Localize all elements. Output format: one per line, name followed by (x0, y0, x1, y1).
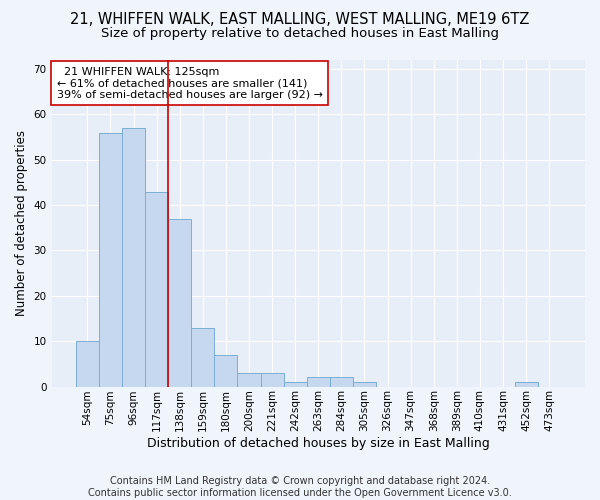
Text: Size of property relative to detached houses in East Malling: Size of property relative to detached ho… (101, 28, 499, 40)
Bar (214, 355, 238, 386)
Text: 21 WHIFFEN WALK: 125sqm  
← 61% of detached houses are smaller (141)
39% of semi: 21 WHIFFEN WALK: 125sqm ← 61% of detache… (57, 66, 323, 100)
Text: Contains HM Land Registry data © Crown copyright and database right 2024.
Contai: Contains HM Land Registry data © Crown c… (88, 476, 512, 498)
Bar (330, 378, 353, 386)
Bar (238, 373, 260, 386)
Text: 21, WHIFFEN WALK, EAST MALLING, WEST MALLING, ME19 6TZ: 21, WHIFFEN WALK, EAST MALLING, WEST MAL… (70, 12, 530, 28)
Bar (284, 382, 307, 386)
Bar (145, 192, 168, 386)
Bar (122, 128, 145, 386)
Bar (76, 341, 99, 386)
Bar (168, 218, 191, 386)
Bar (353, 382, 376, 386)
Y-axis label: Number of detached properties: Number of detached properties (15, 130, 28, 316)
X-axis label: Distribution of detached houses by size in East Malling: Distribution of detached houses by size … (147, 437, 490, 450)
Bar (515, 382, 538, 386)
Bar (99, 132, 122, 386)
Bar (307, 378, 330, 386)
Bar (260, 373, 284, 386)
Bar (191, 328, 214, 386)
